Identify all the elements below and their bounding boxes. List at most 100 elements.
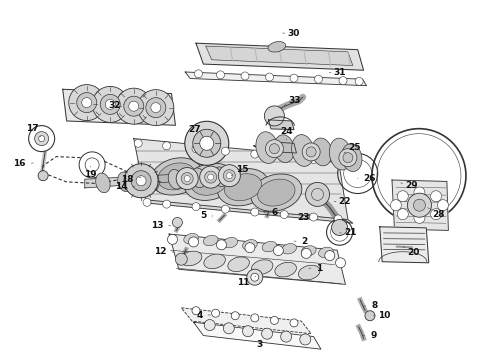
Circle shape bbox=[243, 326, 253, 337]
Circle shape bbox=[223, 323, 234, 334]
Circle shape bbox=[189, 237, 198, 247]
Circle shape bbox=[310, 213, 318, 221]
Circle shape bbox=[69, 85, 105, 121]
Circle shape bbox=[339, 149, 357, 167]
Circle shape bbox=[262, 328, 272, 339]
Circle shape bbox=[100, 94, 120, 114]
Circle shape bbox=[365, 311, 375, 321]
Circle shape bbox=[138, 90, 174, 126]
Circle shape bbox=[200, 136, 214, 150]
Text: 33: 33 bbox=[284, 95, 301, 105]
Circle shape bbox=[251, 150, 259, 158]
Text: 5: 5 bbox=[200, 211, 213, 220]
Circle shape bbox=[116, 88, 152, 124]
Text: 4: 4 bbox=[196, 310, 210, 320]
Circle shape bbox=[184, 176, 190, 181]
Ellipse shape bbox=[191, 168, 206, 188]
Circle shape bbox=[124, 164, 158, 198]
Ellipse shape bbox=[282, 244, 296, 254]
Circle shape bbox=[431, 209, 441, 220]
Text: 29: 29 bbox=[401, 181, 418, 190]
Circle shape bbox=[200, 166, 221, 188]
Ellipse shape bbox=[203, 235, 218, 246]
Polygon shape bbox=[85, 171, 240, 188]
Ellipse shape bbox=[275, 262, 296, 277]
Ellipse shape bbox=[298, 265, 320, 280]
Circle shape bbox=[301, 248, 311, 258]
Ellipse shape bbox=[342, 144, 362, 172]
Text: 24: 24 bbox=[280, 127, 293, 140]
Circle shape bbox=[212, 309, 220, 317]
Circle shape bbox=[251, 273, 259, 281]
Circle shape bbox=[124, 96, 144, 116]
Circle shape bbox=[168, 234, 177, 244]
Polygon shape bbox=[146, 200, 353, 223]
Ellipse shape bbox=[118, 172, 132, 192]
Circle shape bbox=[195, 70, 202, 78]
Circle shape bbox=[38, 171, 48, 181]
Text: 31: 31 bbox=[329, 68, 346, 77]
Text: 32: 32 bbox=[108, 100, 126, 110]
Circle shape bbox=[163, 200, 171, 208]
Circle shape bbox=[280, 211, 288, 219]
Text: 13: 13 bbox=[150, 221, 171, 230]
Ellipse shape bbox=[228, 257, 249, 271]
Circle shape bbox=[300, 334, 311, 345]
Circle shape bbox=[221, 147, 229, 155]
Ellipse shape bbox=[184, 234, 198, 244]
Circle shape bbox=[146, 98, 166, 118]
Ellipse shape bbox=[329, 138, 352, 170]
Circle shape bbox=[151, 103, 161, 113]
Circle shape bbox=[208, 174, 214, 180]
Text: 9: 9 bbox=[363, 331, 377, 340]
Circle shape bbox=[391, 200, 401, 211]
Circle shape bbox=[163, 142, 171, 150]
Ellipse shape bbox=[223, 238, 238, 248]
Polygon shape bbox=[185, 72, 367, 86]
Polygon shape bbox=[194, 322, 321, 349]
Text: 12: 12 bbox=[154, 248, 174, 256]
Circle shape bbox=[131, 171, 151, 191]
Circle shape bbox=[332, 220, 347, 235]
Circle shape bbox=[438, 200, 448, 211]
Circle shape bbox=[143, 198, 151, 206]
Ellipse shape bbox=[251, 260, 273, 274]
Circle shape bbox=[290, 74, 298, 82]
Ellipse shape bbox=[251, 174, 302, 211]
Circle shape bbox=[306, 147, 316, 157]
Circle shape bbox=[129, 101, 139, 111]
Circle shape bbox=[92, 86, 128, 122]
Text: 11: 11 bbox=[237, 276, 256, 287]
Circle shape bbox=[251, 314, 259, 322]
Text: 30: 30 bbox=[283, 29, 300, 37]
Ellipse shape bbox=[158, 163, 195, 190]
Text: 16: 16 bbox=[13, 158, 33, 168]
Circle shape bbox=[221, 205, 229, 213]
Circle shape bbox=[35, 132, 49, 145]
Circle shape bbox=[77, 93, 97, 113]
Text: 19: 19 bbox=[84, 166, 97, 179]
Circle shape bbox=[39, 136, 45, 141]
Circle shape bbox=[226, 173, 232, 179]
Ellipse shape bbox=[262, 242, 277, 252]
Circle shape bbox=[280, 153, 288, 161]
Ellipse shape bbox=[213, 167, 228, 186]
Circle shape bbox=[192, 203, 200, 211]
Text: 25: 25 bbox=[344, 143, 361, 153]
Ellipse shape bbox=[312, 138, 332, 166]
Circle shape bbox=[431, 191, 441, 202]
Circle shape bbox=[302, 143, 320, 161]
Circle shape bbox=[306, 183, 329, 206]
Circle shape bbox=[265, 106, 284, 126]
Circle shape bbox=[414, 212, 425, 224]
Ellipse shape bbox=[224, 174, 262, 201]
Circle shape bbox=[290, 319, 298, 327]
Circle shape bbox=[79, 152, 105, 178]
Circle shape bbox=[231, 312, 239, 320]
Circle shape bbox=[176, 167, 198, 190]
Text: 28: 28 bbox=[428, 208, 445, 219]
Circle shape bbox=[105, 99, 115, 109]
Circle shape bbox=[310, 156, 318, 163]
Circle shape bbox=[408, 193, 431, 217]
Circle shape bbox=[136, 176, 146, 186]
